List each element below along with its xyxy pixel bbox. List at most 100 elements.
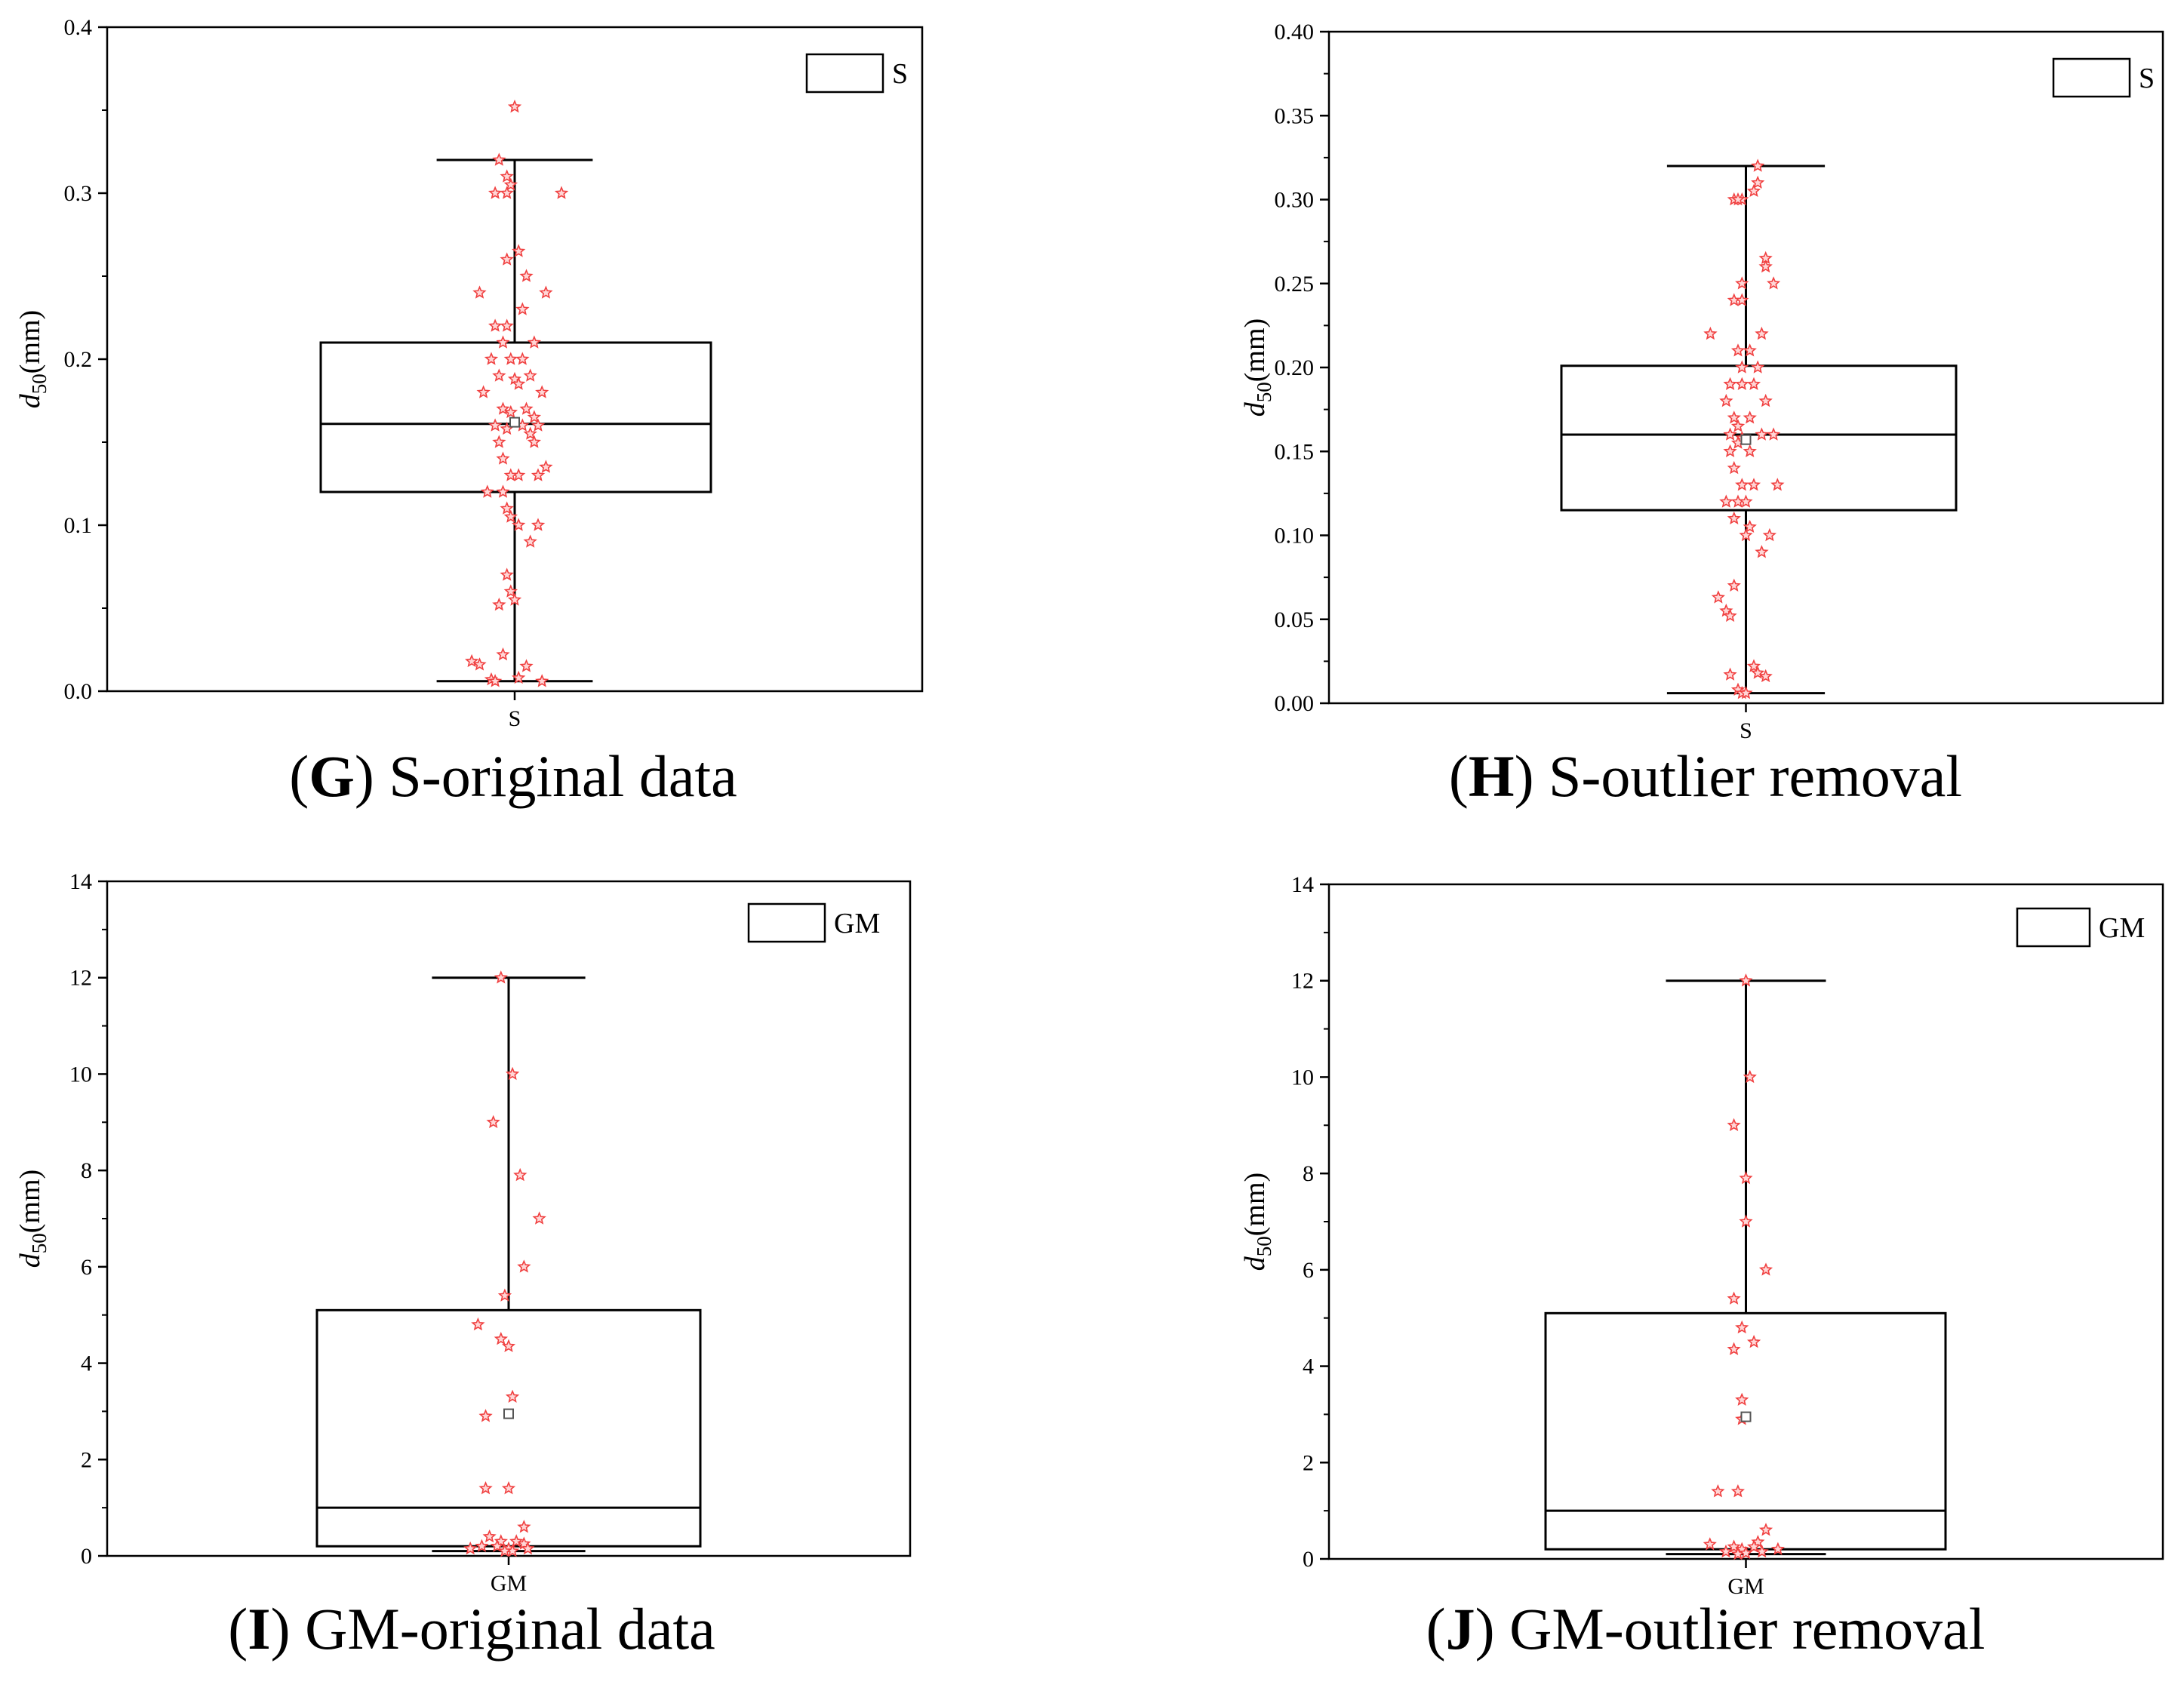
- data-point: [503, 509, 518, 523]
- chart-panel-h: 0.00 0.05 0.10 0.15 0.20 0.25 0.30 0.35 0.40 Sd50…: [1239, 20, 2164, 809]
- data-point: [523, 426, 537, 440]
- data-point: [1758, 1262, 1773, 1276]
- y-tick-label: 0.4: [64, 15, 93, 40]
- data-point: [488, 186, 503, 199]
- data-point: [496, 484, 510, 498]
- data-point: [1743, 519, 1757, 533]
- panel-caption: (H) S-outlier removal: [1449, 743, 1962, 809]
- data-point: [500, 501, 514, 515]
- data-point: [1755, 326, 1769, 340]
- data-point: [500, 252, 514, 266]
- data-point: [531, 468, 546, 481]
- data-point: [517, 1520, 531, 1533]
- data-point: [497, 1288, 512, 1302]
- data-point: [1751, 175, 1765, 189]
- panel-caption: (G) S-original data: [289, 743, 737, 809]
- data-point: [1727, 1342, 1741, 1355]
- data-point: [500, 567, 514, 581]
- legend-label: S: [2139, 63, 2155, 94]
- mean-marker: [509, 417, 520, 428]
- data-point: [1743, 1069, 1757, 1084]
- data-point: [1703, 1537, 1717, 1551]
- data-point: [471, 1317, 485, 1331]
- data-point: [531, 518, 546, 531]
- data-point: [1711, 590, 1725, 604]
- data-point: [1735, 360, 1749, 374]
- y-tick-label: 0.30: [1275, 188, 1315, 213]
- data-point: [1770, 478, 1785, 491]
- y-tick-label: 10: [69, 1062, 92, 1087]
- panel-caption: (I) GM-original data: [228, 1596, 715, 1662]
- y-axis-label: d50(mm): [1239, 1173, 1275, 1271]
- data-point: [1735, 377, 1749, 390]
- data-point: [482, 1529, 497, 1543]
- y-tick-label: 0.0: [64, 679, 93, 704]
- data-point: [1739, 686, 1753, 699]
- data-point: [1770, 1542, 1785, 1555]
- data-point: [505, 1389, 520, 1403]
- y-tick-label: 0.05: [1275, 607, 1315, 632]
- data-point: [475, 1539, 489, 1552]
- y-axis-label: d50(mm): [14, 1170, 51, 1268]
- legend-swatch: [805, 53, 884, 94]
- panel-caption: (J) GM-outlier removal: [1426, 1596, 1986, 1662]
- data-point: [521, 1541, 535, 1555]
- data-point: [484, 352, 499, 365]
- data-point: [1751, 158, 1765, 172]
- data-point: [497, 1544, 512, 1557]
- data-point: [519, 659, 534, 672]
- legend-swatch: [747, 902, 826, 943]
- data-point: [507, 100, 522, 113]
- data-point: [1735, 1392, 1749, 1406]
- data-point: [1730, 343, 1746, 357]
- data-point: [1735, 293, 1749, 306]
- data-point: [1758, 393, 1773, 407]
- data-point: [1755, 545, 1769, 558]
- y-tick-label: 0.25: [1275, 272, 1315, 297]
- y-tick-label: 14: [69, 869, 92, 894]
- y-tick-label: 2: [1303, 1450, 1314, 1475]
- data-point: [1727, 578, 1741, 592]
- data-point: [1743, 444, 1757, 457]
- data-point: [472, 657, 487, 671]
- data-point: [1767, 276, 1781, 290]
- data-point: [480, 484, 494, 498]
- data-point: [1743, 410, 1757, 424]
- data-point: [1723, 667, 1737, 681]
- data-point: [519, 401, 534, 415]
- data-point: [523, 368, 537, 382]
- data-point: [1719, 393, 1733, 407]
- data-point: [503, 584, 518, 598]
- data-point: [1739, 527, 1753, 542]
- y-tick-label: 0: [1303, 1547, 1314, 1572]
- data-point: [463, 1541, 478, 1555]
- iqr-box: [319, 341, 712, 493]
- data-point: [1739, 1170, 1753, 1185]
- data-point: [539, 460, 553, 473]
- data-point: [507, 592, 522, 606]
- data-point: [464, 653, 479, 668]
- data-point: [488, 674, 503, 687]
- data-point: [1766, 427, 1781, 441]
- legend-swatch: [2052, 57, 2131, 98]
- y-tick-label: 0.20: [1275, 355, 1315, 380]
- data-point: [1730, 1484, 1746, 1498]
- data-point: [513, 1167, 528, 1182]
- data-point: [511, 518, 526, 531]
- data-point: [532, 1211, 546, 1225]
- data-point: [1727, 511, 1741, 524]
- y-tick-label: 0.35: [1275, 103, 1315, 128]
- data-point: [492, 598, 506, 611]
- iqr-box: [1544, 1311, 1947, 1551]
- data-point: [1718, 1544, 1733, 1558]
- data-point: [496, 451, 510, 465]
- data-point: [539, 285, 553, 299]
- data-point: [503, 404, 518, 419]
- data-point: [511, 377, 526, 390]
- data-point: [494, 970, 508, 984]
- x-tick-label: S: [509, 706, 521, 731]
- data-point: [1735, 276, 1749, 290]
- x-tick-label: GM: [1727, 1574, 1764, 1599]
- data-point: [1723, 377, 1737, 390]
